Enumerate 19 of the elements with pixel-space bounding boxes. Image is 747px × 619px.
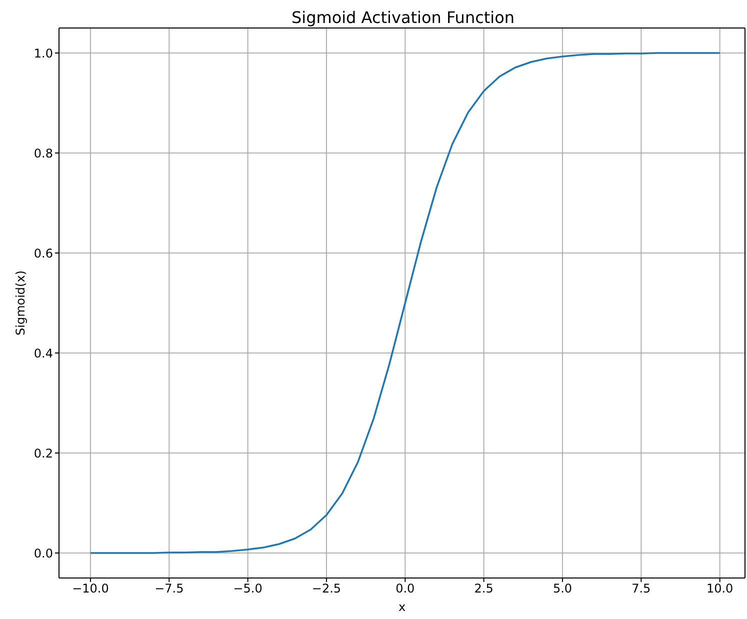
line-series: [90, 52, 721, 554]
x-tick-label: 0.0: [396, 582, 415, 596]
x-tick-label: −5.0: [233, 582, 262, 596]
y-tick-label: 0.4: [34, 346, 53, 360]
x-axis-title: x: [398, 600, 406, 614]
x-tick-label: 10.0: [706, 582, 734, 596]
y-axis-title: Sigmoid(x): [13, 270, 28, 336]
x-tick-label: −2.5: [312, 582, 342, 596]
chart-title: Sigmoid Activation Function: [290, 8, 516, 27]
x-tick-label: 5.0: [552, 582, 572, 596]
x-tick-label: 2.5: [474, 582, 494, 596]
x-tick-label: 7.5: [632, 582, 651, 596]
x-tick-label: −10.0: [72, 582, 109, 596]
y-tick-label: 0.8: [34, 146, 53, 160]
y-tick-label: 0.2: [34, 446, 53, 460]
y-tick-label: 0.0: [34, 546, 53, 560]
y-tick-label: 0.6: [34, 246, 53, 260]
y-tick-label: 1.0: [34, 46, 53, 60]
x-tick-label: −7.5: [154, 582, 184, 596]
